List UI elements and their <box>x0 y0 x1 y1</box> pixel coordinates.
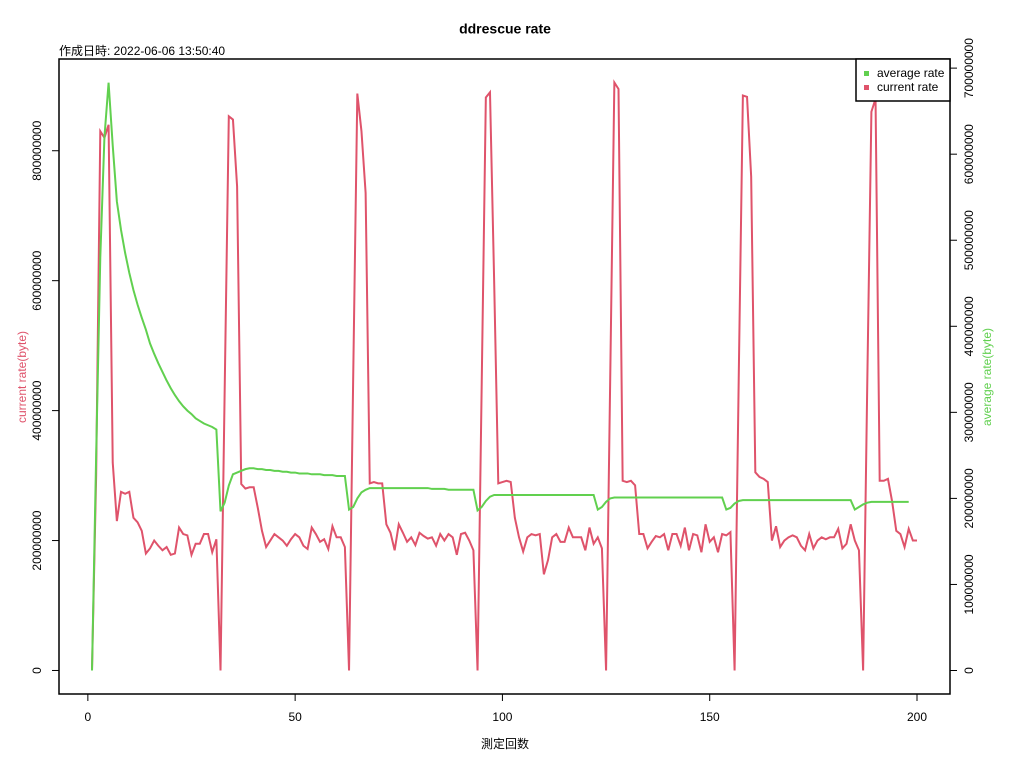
y-tick-label: 0 <box>30 667 44 674</box>
y-axis-title: current rate(byte) <box>15 331 29 423</box>
y-tick-label: 600000000 <box>30 250 44 310</box>
legend-swatch <box>864 85 869 90</box>
y2-tick-label: 600000000 <box>962 124 976 184</box>
y-tick-label: 800000000 <box>30 120 44 180</box>
y-tick-label: 400000000 <box>30 380 44 440</box>
x-tick-label: 200 <box>907 710 927 724</box>
y2-tick-label: 200000000 <box>962 468 976 528</box>
legend-box <box>855 58 951 102</box>
plot-frame <box>58 58 951 695</box>
y2-axis-title: average rate(byte) <box>980 328 994 426</box>
y2-tick-label: 100000000 <box>962 554 976 614</box>
x-axis-title: 測定回数 <box>481 736 529 751</box>
y2-tick-label: 300000000 <box>962 382 976 442</box>
y2-tick-label: 700000000 <box>962 38 976 98</box>
legend-label: average rate <box>877 66 945 80</box>
legend-label: current rate <box>877 80 939 94</box>
series-line <box>91 82 909 671</box>
x-tick-label: 150 <box>700 710 720 724</box>
y2-tick-label: 0 <box>962 667 976 674</box>
chart-subtitle: 作成日時: 2022-06-06 13:50:40 <box>59 44 225 58</box>
x-tick-label: 0 <box>85 710 92 724</box>
x-tick-label: 50 <box>288 710 302 724</box>
y-tick-label: 200000000 <box>30 510 44 570</box>
y2-tick-label: 500000000 <box>962 210 976 270</box>
y2-tick-label: 400000000 <box>962 296 976 356</box>
x-tick-label: 100 <box>492 710 512 724</box>
chart-title: ddrescue rate <box>459 21 551 37</box>
series-line <box>91 79 917 671</box>
legend-swatch <box>864 71 869 76</box>
